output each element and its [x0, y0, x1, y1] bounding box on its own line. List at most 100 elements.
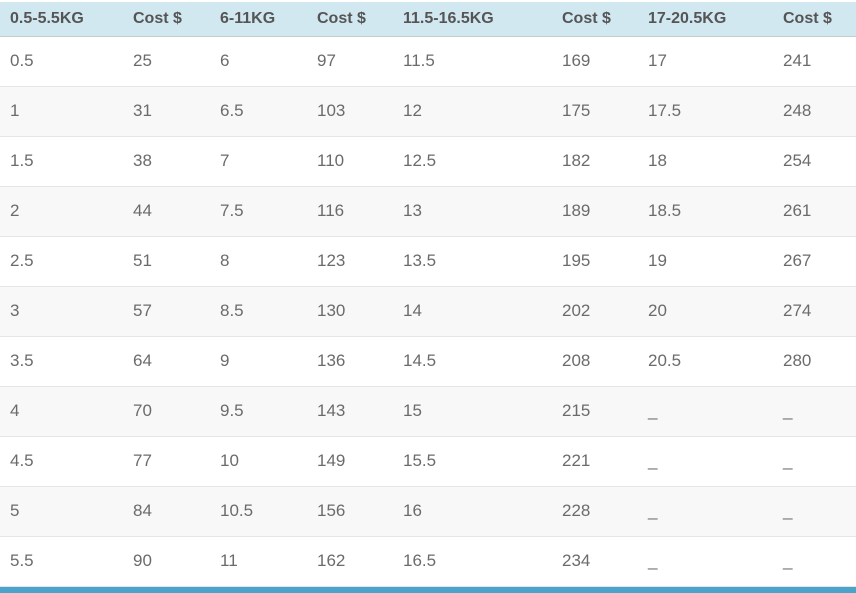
table-cell: 11: [210, 536, 307, 587]
table-cell: 143: [307, 386, 393, 437]
table-cell: 103: [307, 86, 393, 137]
table-cell: 84: [123, 486, 210, 537]
table-cell: 149: [307, 436, 393, 487]
table-cell: 13: [393, 186, 552, 237]
table-cell: 5: [0, 486, 123, 537]
table-cell: 9.5: [210, 386, 307, 437]
table-row: 4.5 77 10 149 15.5 221 _ _: [0, 436, 856, 487]
table-cell: 6: [210, 36, 307, 87]
table-cell: 228: [552, 486, 638, 537]
table-cell: 234: [552, 536, 638, 587]
table-cell: 202: [552, 286, 638, 337]
table-cell: 17.5: [638, 86, 773, 137]
column-header-cost-3: Cost $: [552, 2, 638, 37]
table-cell: 13.5: [393, 236, 552, 287]
table-cell: 1.5: [0, 136, 123, 187]
table-cell: 31: [123, 86, 210, 137]
table-cell: 20.5: [638, 336, 773, 387]
table-row: 0.5 25 6 97 11.5 169 17 241: [0, 36, 856, 87]
table-cell: 4.5: [0, 436, 123, 487]
table-cell: 19: [638, 236, 773, 287]
table-cell: 116: [307, 186, 393, 237]
table-cell: 221: [552, 436, 638, 487]
table-cell: 182: [552, 136, 638, 187]
table-cell: 44: [123, 186, 210, 237]
table-row: 3.5 64 9 136 14.5 208 20.5 280: [0, 336, 856, 387]
table-cell: 57: [123, 286, 210, 337]
table-cell: 169: [552, 36, 638, 87]
table-cell: 274: [773, 286, 856, 337]
table-cell: 3.5: [0, 336, 123, 387]
table-cell: _: [773, 536, 856, 587]
table-cell: 10: [210, 436, 307, 487]
table-cell: 12.5: [393, 136, 552, 187]
table-cell: 130: [307, 286, 393, 337]
table-cell: 64: [123, 336, 210, 387]
table-cell: 7.5: [210, 186, 307, 237]
table-cell: 77: [123, 436, 210, 487]
column-header-weight-3: 11.5-16.5KG: [393, 2, 552, 37]
table-header: 0.5-5.5KG Cost $ 6-11KG Cost $ 11.5-16.5…: [0, 2, 856, 37]
table-cell: _: [638, 386, 773, 437]
table-cell: 18: [638, 136, 773, 187]
column-header-weight-2: 6-11KG: [210, 2, 307, 37]
column-header-weight-1: 0.5-5.5KG: [0, 2, 123, 37]
table-cell: 0.5: [0, 36, 123, 87]
table-cell: 4: [0, 386, 123, 437]
table-row: 5 84 10.5 156 16 228 _ _: [0, 486, 856, 537]
table-cell: 254: [773, 136, 856, 187]
table-cell: 110: [307, 136, 393, 187]
table-cell: _: [638, 536, 773, 587]
column-header-cost-2: Cost $: [307, 2, 393, 37]
table-cell: _: [773, 436, 856, 487]
table-cell: 175: [552, 86, 638, 137]
column-header-cost-4: Cost $: [773, 2, 856, 37]
table-cell: 17: [638, 36, 773, 87]
table-cell: _: [773, 386, 856, 437]
table-cell: 280: [773, 336, 856, 387]
table-cell: 241: [773, 36, 856, 87]
table-row: 2.5 51 8 123 13.5 195 19 267: [0, 236, 856, 287]
table-cell: _: [638, 436, 773, 487]
table-cell: 195: [552, 236, 638, 287]
table-cell: 90: [123, 536, 210, 587]
table-cell: 2.5: [0, 236, 123, 287]
table-cell: 16.5: [393, 536, 552, 587]
table-cell: 16: [393, 486, 552, 537]
table-cell: 208: [552, 336, 638, 387]
table-cell: 248: [773, 86, 856, 137]
table-cell: 20: [638, 286, 773, 337]
table-cell: 6.5: [210, 86, 307, 137]
table-cell: 8.5: [210, 286, 307, 337]
table-cell: 2: [0, 186, 123, 237]
table-row: 5.5 90 11 162 16.5 234 _ _: [0, 536, 856, 587]
table-cell: 38: [123, 136, 210, 187]
table-cell: 70: [123, 386, 210, 437]
header-row: 0.5-5.5KG Cost $ 6-11KG Cost $ 11.5-16.5…: [0, 2, 856, 37]
table-cell: 11.5: [393, 36, 552, 87]
table-cell: 14: [393, 286, 552, 337]
table-cell: 7: [210, 136, 307, 187]
table-cell: 15.5: [393, 436, 552, 487]
table-cell: 10.5: [210, 486, 307, 537]
table-cell: 25: [123, 36, 210, 87]
table-cell: 267: [773, 236, 856, 287]
table-cell: 5.5: [0, 536, 123, 587]
table-cell: 15: [393, 386, 552, 437]
table-row: 1 31 6.5 103 12 175 17.5 248: [0, 86, 856, 137]
table-cell: 8: [210, 236, 307, 287]
table-cell: 156: [307, 486, 393, 537]
table-cell: 261: [773, 186, 856, 237]
table-cell: _: [638, 486, 773, 537]
table-cell: 12: [393, 86, 552, 137]
table-cell: 136: [307, 336, 393, 387]
column-header-weight-4: 17-20.5KG: [638, 2, 773, 37]
table-cell: 9: [210, 336, 307, 387]
table-cell: _: [773, 486, 856, 537]
table-cell: 123: [307, 236, 393, 287]
bottom-accent-bar: [0, 586, 856, 593]
table-cell: 14.5: [393, 336, 552, 387]
table-row: 2 44 7.5 116 13 189 18.5 261: [0, 186, 856, 237]
table-body: 0.5 25 6 97 11.5 169 17 241 1 31 6.5 103 12 175 17.5 24…: [0, 36, 856, 587]
